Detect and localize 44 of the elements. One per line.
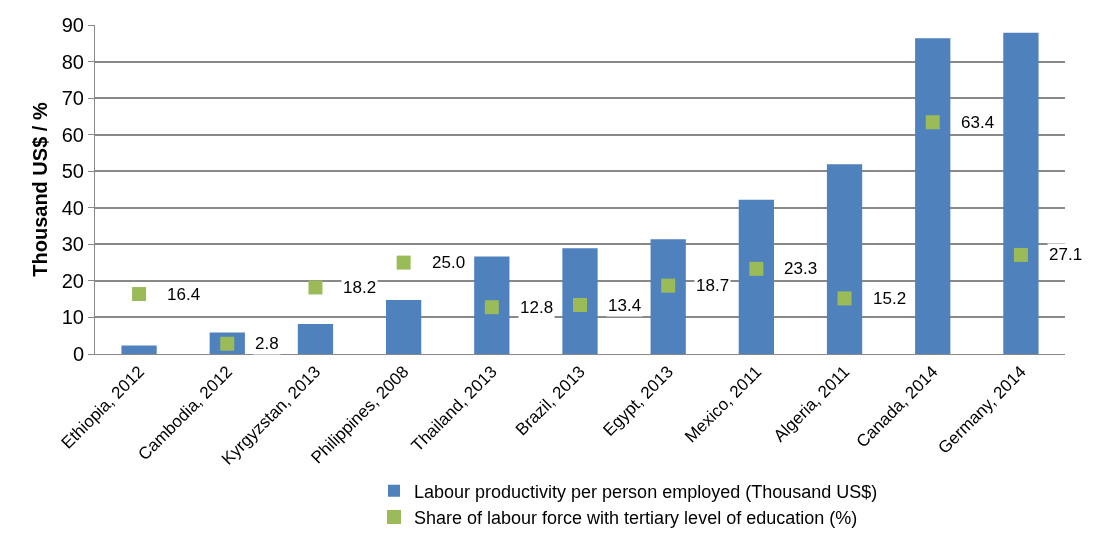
y-tick-label: 0	[72, 343, 84, 365]
data-label: 23.3	[784, 259, 818, 278]
data-label: 16.4	[167, 285, 201, 304]
y-tick-label: 60	[61, 123, 84, 146]
point	[1013, 247, 1028, 262]
bar	[297, 324, 334, 354]
bar	[826, 164, 863, 354]
point	[573, 298, 587, 313]
bar	[562, 248, 598, 354]
legend-label: Labour productivity per person employed (Thousand US$)	[414, 481, 878, 502]
bar	[386, 299, 422, 354]
data-label: 2.8	[255, 334, 279, 353]
bar	[738, 199, 774, 354]
data-label: 63.4	[961, 113, 995, 132]
bar	[474, 256, 510, 354]
data-label: 18.2	[343, 278, 377, 297]
data-label: 25.0	[432, 253, 466, 272]
point	[661, 278, 676, 293]
y-tick-label: 50	[61, 160, 84, 183]
point	[396, 255, 411, 270]
y-tick-label: 30	[61, 233, 84, 256]
point	[484, 300, 499, 315]
bar	[650, 239, 686, 354]
y-tick-label: 20	[61, 269, 84, 292]
y-tick-label: 10	[61, 306, 84, 329]
point	[837, 291, 852, 306]
data-label: 18.7	[696, 276, 730, 295]
y-tick-label: 70	[61, 87, 84, 110]
point	[132, 287, 147, 302]
y-tick-label: 90	[61, 14, 84, 36]
data-label: 27.1	[1049, 245, 1083, 264]
data-label: 13.4	[608, 296, 642, 315]
data-label: 12.8	[520, 298, 554, 317]
point	[925, 115, 940, 130]
data-label: 15.2	[873, 289, 907, 308]
bar	[1003, 32, 1039, 354]
point	[749, 261, 764, 276]
legend-label: Share of labour force with tertiary level of education (%)	[414, 508, 858, 529]
bar	[121, 345, 157, 354]
y-axis-title: Thousand US$ / %	[29, 102, 52, 277]
point	[308, 280, 323, 295]
y-tick-label: 40	[61, 196, 84, 219]
bar	[915, 38, 951, 354]
y-tick-label: 80	[61, 50, 84, 73]
